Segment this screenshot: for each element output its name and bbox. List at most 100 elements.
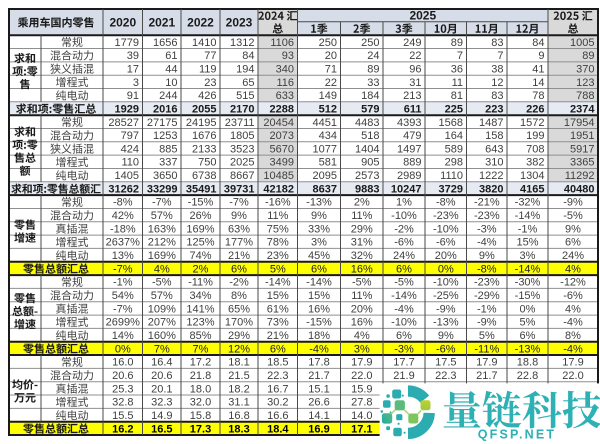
svg-text:-6%: -6% <box>563 290 583 302</box>
svg-text:-8%: -8% <box>477 263 497 275</box>
svg-text:1410: 1410 <box>192 37 216 49</box>
svg-text:16%: 16% <box>308 303 330 315</box>
svg-text:44: 44 <box>165 64 177 76</box>
svg-text:14.0: 14.0 <box>351 410 372 422</box>
svg-text:17.9: 17.9 <box>476 357 497 369</box>
svg-text:-10%: -10% <box>433 223 459 235</box>
svg-text:42182: 42182 <box>263 183 294 195</box>
svg-text:3365: 3365 <box>570 157 594 169</box>
svg-text:518: 518 <box>361 130 379 142</box>
svg-text:23: 23 <box>204 77 216 89</box>
svg-text:89: 89 <box>367 64 379 76</box>
svg-text:31: 31 <box>409 77 421 89</box>
svg-text:889: 889 <box>403 157 421 169</box>
svg-text:9%: 9% <box>565 223 581 235</box>
svg-text:163%: 163% <box>148 223 176 235</box>
svg-text:-6%: -6% <box>394 237 414 249</box>
svg-text:6%: 6% <box>270 343 286 355</box>
svg-text:2133: 2133 <box>192 143 216 155</box>
svg-text:434: 434 <box>319 130 337 142</box>
svg-text:340: 340 <box>276 64 294 76</box>
svg-text:250: 250 <box>361 37 379 49</box>
svg-text:-7%: -7% <box>229 197 249 209</box>
svg-text:23711: 23711 <box>225 117 255 129</box>
svg-text:-10%: -10% <box>391 317 417 329</box>
svg-text:177%: 177% <box>225 237 253 249</box>
svg-text:42%: 42% <box>112 210 134 222</box>
svg-text:579: 579 <box>361 103 379 115</box>
svg-text:426: 426 <box>198 90 216 102</box>
svg-text:7%: 7% <box>193 343 209 355</box>
svg-text:20%: 20% <box>435 250 457 262</box>
svg-text:91: 91 <box>127 90 139 102</box>
svg-text:11%: 11% <box>351 210 372 222</box>
svg-text:226: 226 <box>526 103 544 115</box>
svg-text:-6%: -6% <box>436 237 456 249</box>
svg-text:4%: 4% <box>565 263 581 275</box>
svg-text:-7%: -7% <box>152 197 172 209</box>
svg-text:-2%: -2% <box>394 223 414 235</box>
svg-text:75%: 75% <box>267 223 289 235</box>
svg-text:22: 22 <box>409 50 421 62</box>
svg-text:29%: 29% <box>351 223 373 235</box>
svg-text:123: 123 <box>576 77 594 89</box>
svg-text:0%: 0% <box>115 343 131 355</box>
svg-text:-32%: -32% <box>515 197 541 209</box>
svg-text:40480: 40480 <box>564 183 595 195</box>
svg-text:17.1: 17.1 <box>351 423 372 435</box>
svg-text:-29%: -29% <box>474 290 500 302</box>
svg-text:26.6: 26.6 <box>308 397 329 409</box>
svg-text:370: 370 <box>576 64 594 76</box>
svg-text:18.0: 18.0 <box>190 383 211 395</box>
svg-text:17.2: 17.2 <box>190 357 211 369</box>
svg-text:-7%: -7% <box>113 263 133 275</box>
svg-text:250: 250 <box>319 37 337 49</box>
svg-text:26%: 26% <box>189 210 211 222</box>
svg-text:-9%: -9% <box>563 197 583 209</box>
svg-text:28527: 28527 <box>108 117 139 129</box>
svg-text:4%: 4% <box>565 303 581 315</box>
svg-text:1304: 1304 <box>520 170 544 182</box>
svg-text:-5%: -5% <box>152 277 172 289</box>
svg-text:15%: 15% <box>308 290 330 302</box>
svg-text:-13%: -13% <box>306 197 332 209</box>
svg-text:213: 213 <box>403 90 421 102</box>
svg-text:9883: 9883 <box>355 183 379 195</box>
svg-text:7%: 7% <box>154 343 170 355</box>
svg-text:1929: 1929 <box>115 103 139 115</box>
svg-text:24: 24 <box>367 50 379 62</box>
svg-text:708: 708 <box>526 143 544 155</box>
svg-text:-14%: -14% <box>265 277 291 289</box>
svg-text:14.9: 14.9 <box>151 410 172 422</box>
svg-text:39: 39 <box>127 50 139 62</box>
svg-text:16.0: 16.0 <box>112 357 133 369</box>
svg-text:14.1: 14.1 <box>308 410 329 422</box>
svg-text:-15%: -15% <box>188 197 214 209</box>
svg-text:2%: 2% <box>354 197 370 209</box>
svg-text:89: 89 <box>451 37 463 49</box>
svg-text:31.1: 31.1 <box>228 397 249 409</box>
svg-text:6%: 6% <box>520 330 536 342</box>
svg-text:10485: 10485 <box>263 170 294 182</box>
svg-text:298: 298 <box>445 157 463 169</box>
svg-text:141%: 141% <box>186 303 214 315</box>
svg-text:249: 249 <box>403 37 421 49</box>
svg-text:1312: 1312 <box>230 37 254 49</box>
svg-text:2989: 2989 <box>397 170 421 182</box>
svg-text:34%: 34% <box>189 290 211 302</box>
svg-text:QFSP.NET: QFSP.NET <box>478 428 557 442</box>
svg-text:10247: 10247 <box>391 183 422 195</box>
svg-text:5%: 5% <box>520 317 536 329</box>
svg-text:77: 77 <box>204 50 216 62</box>
svg-text:17954: 17954 <box>564 117 595 129</box>
svg-text:123%: 123% <box>186 317 214 329</box>
svg-text:3729: 3729 <box>439 183 463 195</box>
svg-text:29%: 29% <box>228 330 250 342</box>
svg-text:515: 515 <box>236 90 254 102</box>
svg-text:1405: 1405 <box>115 170 139 182</box>
svg-text:3: 3 <box>133 77 139 89</box>
svg-text:-3%: -3% <box>477 223 497 235</box>
svg-text:-11%: -11% <box>188 277 213 289</box>
svg-text:1222: 1222 <box>479 170 503 182</box>
svg-text:57%: 57% <box>151 290 173 302</box>
